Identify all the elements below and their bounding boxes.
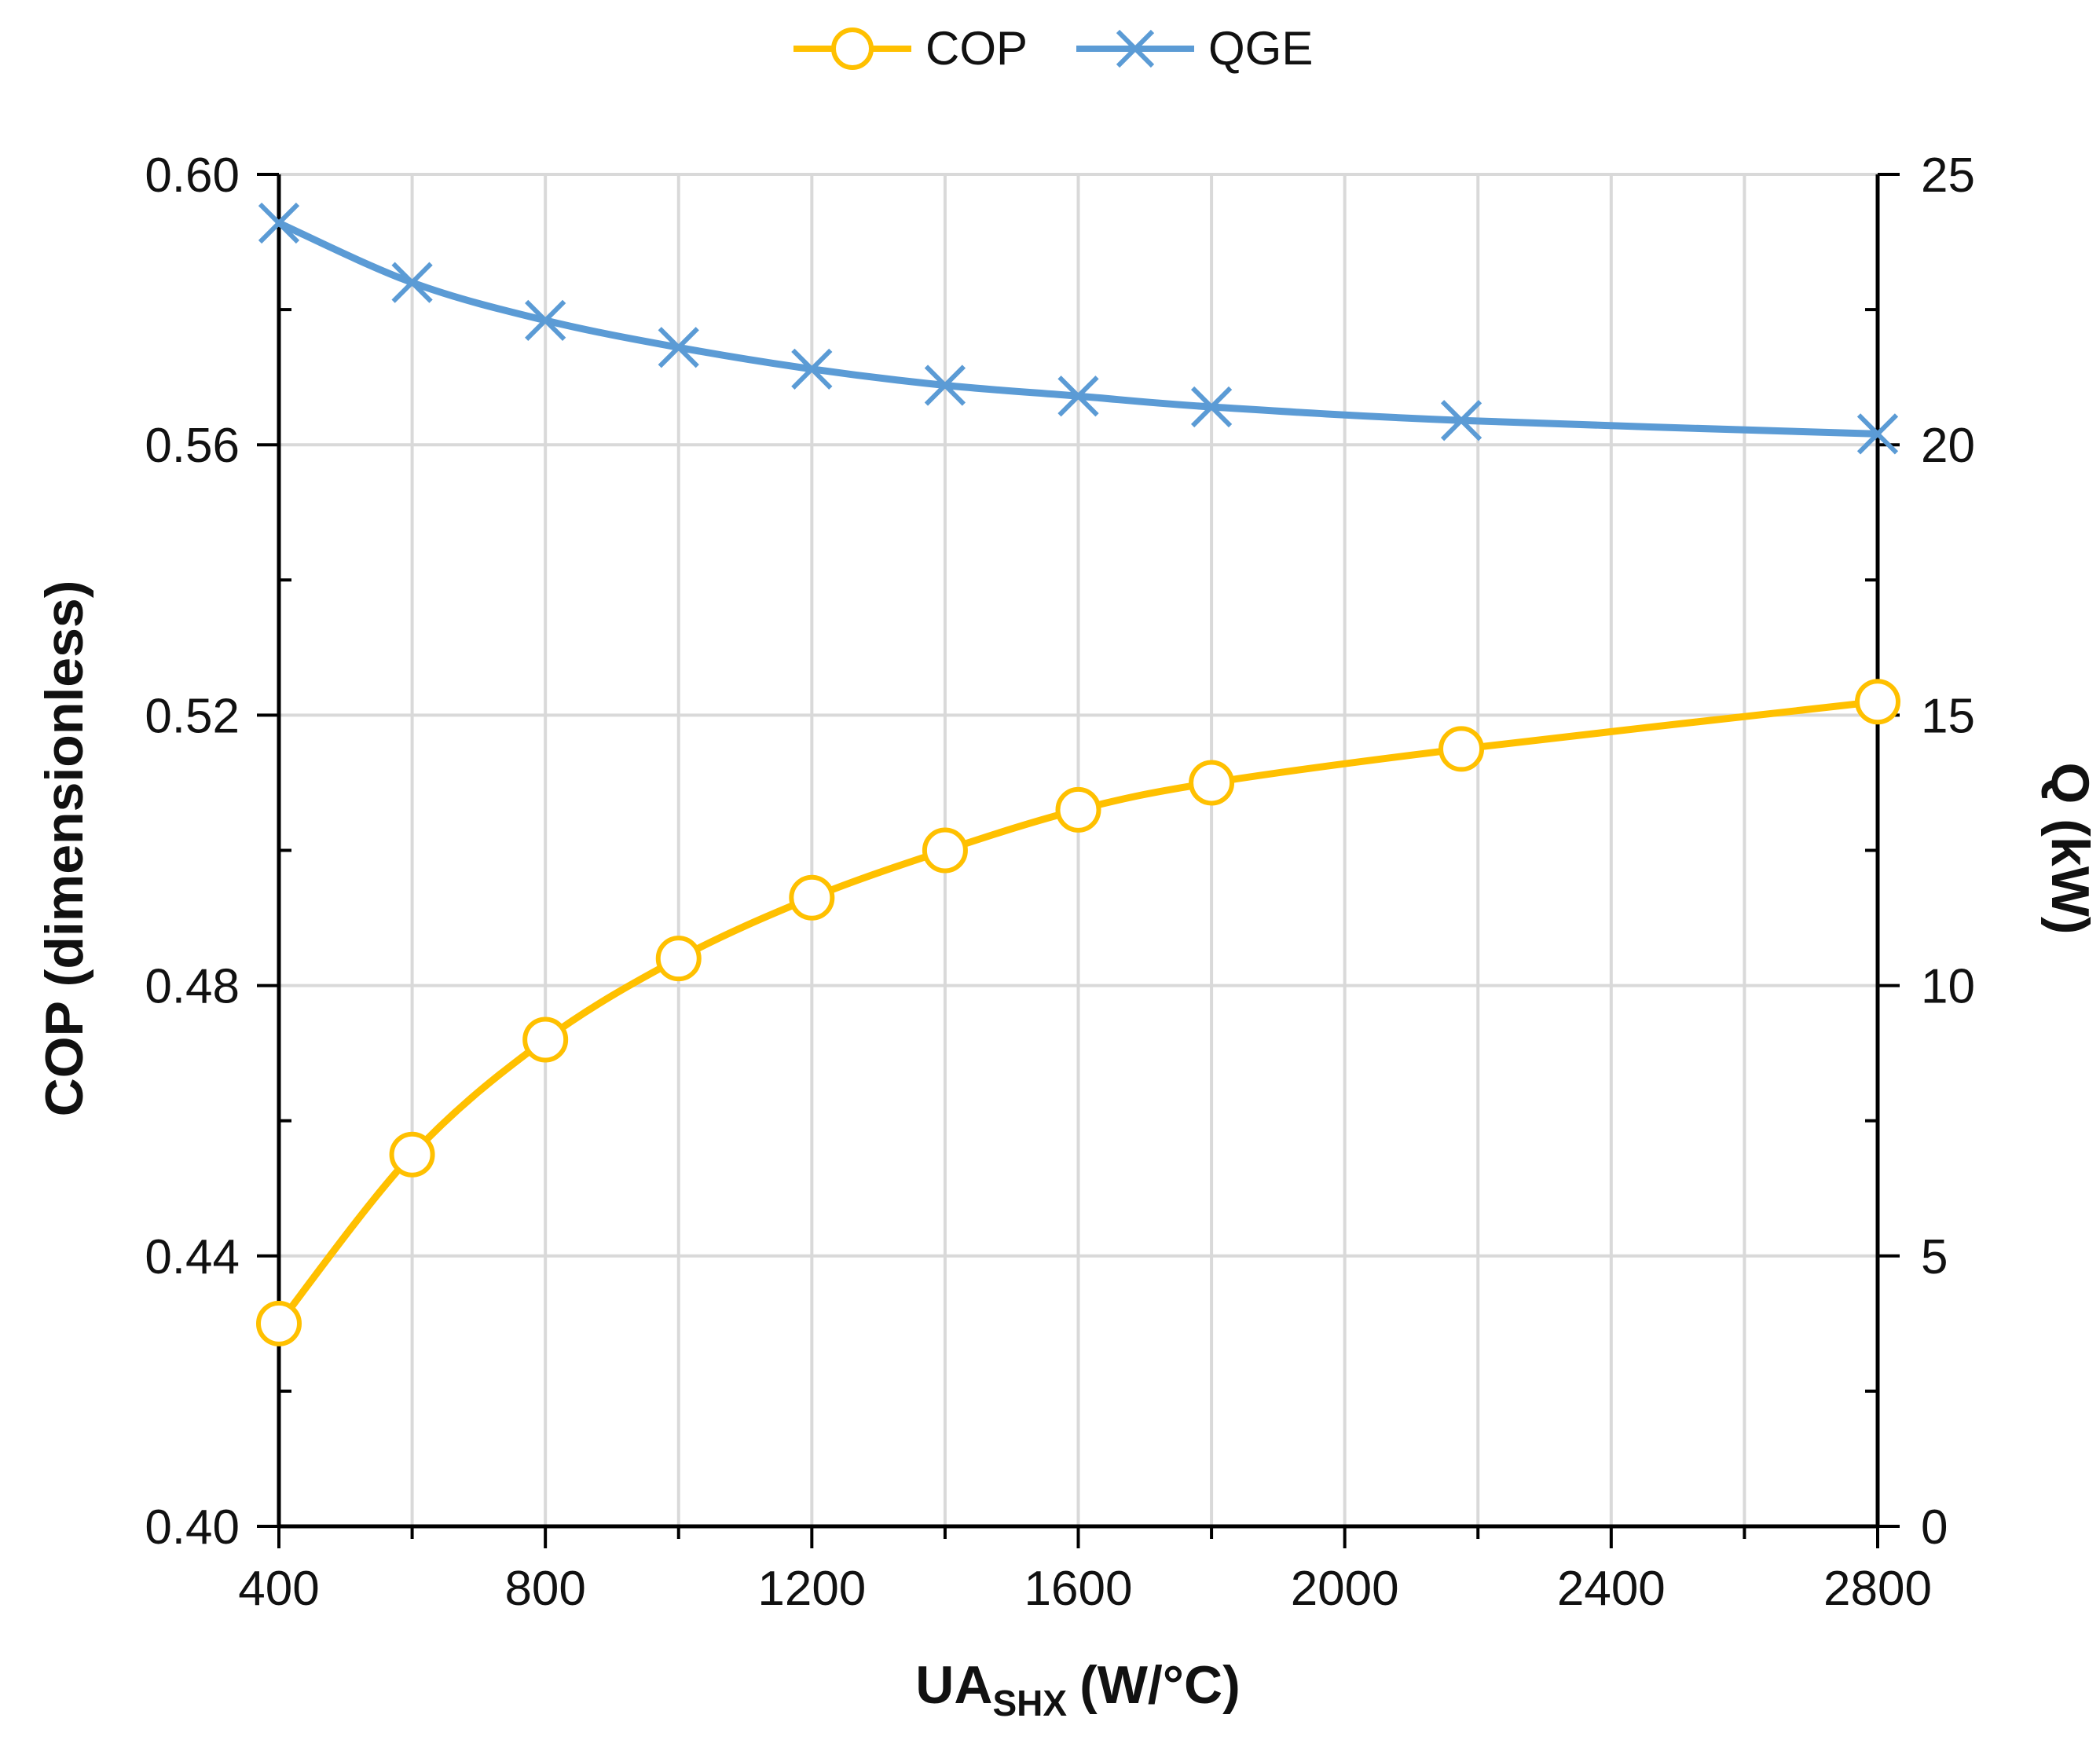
data-point-qge [258,202,300,244]
y-left-tick-label: 0.52 [145,689,240,743]
data-point-cop [655,936,702,982]
x-axis-title-main: UA [915,1655,992,1715]
data-point-cop [389,1131,435,1178]
data-point-cop [1189,760,1235,806]
x-tick-label: 2400 [1557,1562,1666,1616]
data-point-qge [1856,413,1899,455]
data-point-cop [1855,679,1900,725]
y-right-axis-title: Q (kW) [2040,762,2100,934]
legend: COP QGE [793,22,1313,75]
y-left-tick-label: 0.48 [145,960,240,1014]
legend-qge-marker [1116,29,1155,68]
x-tick-label: 1600 [1024,1562,1133,1616]
legend-qge-label: QGE [1208,22,1313,75]
legend-entry-qge: QGE [1076,22,1313,75]
y-left-tick-label: 0.44 [145,1230,240,1284]
y-right-tick-label: 25 [1921,148,1975,203]
data-point-qge [1440,400,1482,441]
tick-labels: 400 800 1200 1600 2000 2400 2800 0.40 0.44 0.48 0.… [145,148,1975,1616]
data-point-cop [256,1300,302,1346]
y-left-tick-label: 0.40 [145,1500,240,1555]
y-right-tick-label: 5 [1921,1230,1948,1284]
data-point-qge [525,299,566,341]
x-axis-title-subscript: SHX [992,1683,1067,1724]
data-point-cop [1438,726,1485,772]
x-tick-label: 1200 [757,1562,866,1616]
data-point-qge [924,364,966,406]
data-point-cop [789,874,835,921]
data-point-qge [391,262,433,303]
x-tick-label: 2800 [1823,1562,1932,1616]
data-point-cop [522,1017,569,1063]
y-right-tick-label: 0 [1921,1500,1948,1555]
x-tick-label: 800 [504,1562,585,1616]
data-point-qge [658,327,699,368]
y-right-tick-label: 15 [1921,689,1975,743]
data-point-qge [1057,375,1099,417]
y-left-axis-title: COP (dimensionless) [35,581,94,1117]
y-left-tick-label: 0.56 [145,419,240,473]
x-axis-title-unit: (W/°C) [1079,1655,1241,1715]
data-point-cop [922,827,968,874]
legend-cop-marker [831,27,874,70]
grid-lines [279,173,1878,1526]
series-layer [256,202,1900,1346]
data-point-cop [1055,786,1101,833]
legend-entry-cop: COP [793,22,1028,75]
legend-cop-label: COP [925,22,1028,75]
y-right-tick-label: 20 [1921,419,1975,473]
data-point-qge [1190,386,1233,428]
data-point-qge [791,348,833,390]
y-left-tick-label: 0.60 [145,148,240,203]
x-tick-label: 400 [238,1562,319,1616]
x-axis-title: UASHX (W/°C) [915,1655,1240,1724]
y-right-tick-label: 10 [1921,960,1975,1014]
x-tick-label: 2000 [1291,1562,1399,1616]
